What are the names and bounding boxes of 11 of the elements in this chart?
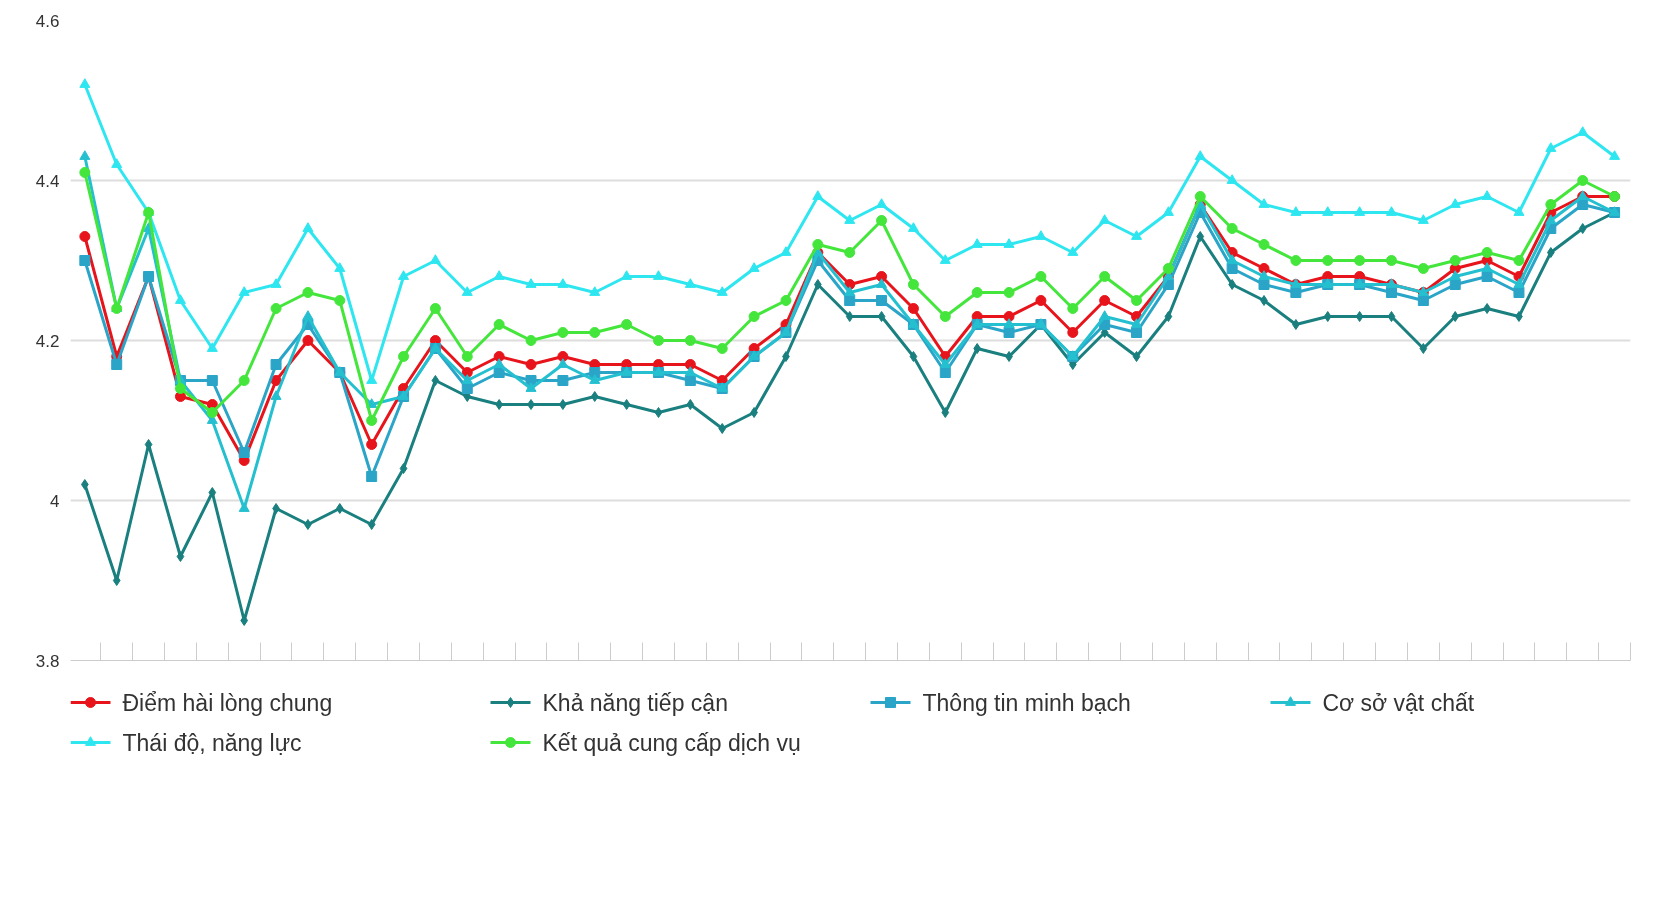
y-tick-label: 4 bbox=[50, 491, 60, 511]
y-tick-label: 4.6 bbox=[35, 11, 60, 31]
y-tick-label: 3.8 bbox=[35, 651, 60, 671]
legend-label: Kết quả cung cấp dịch vụ bbox=[542, 729, 801, 756]
y-tick-label: 4.2 bbox=[35, 331, 60, 351]
legend-label: Khả năng tiếp cận bbox=[542, 689, 728, 716]
legend-label: Điểm hài lòng chung bbox=[122, 689, 333, 716]
legend-label: Thái độ, năng lực bbox=[122, 729, 302, 756]
legend-label: Cơ sở vật chất bbox=[1322, 689, 1475, 716]
legend-label: Thông tin minh bạch bbox=[922, 689, 1131, 716]
y-tick-label: 4.4 bbox=[35, 171, 60, 191]
